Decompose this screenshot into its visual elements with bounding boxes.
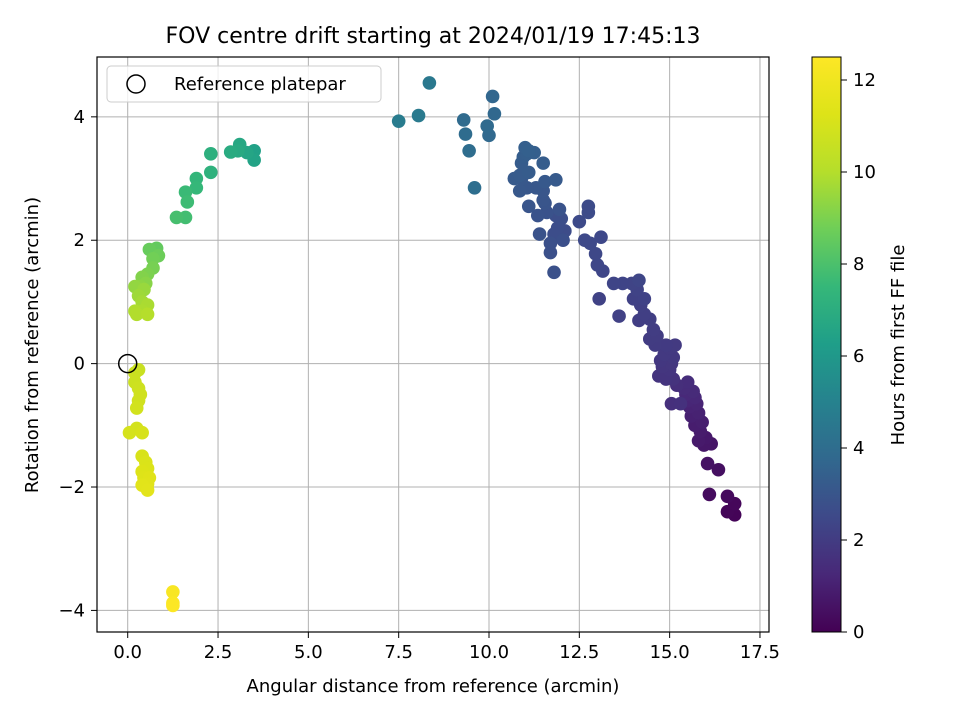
colorbar: 0 2 4 6 8 10 12 Hours from first FF file <box>811 56 909 643</box>
scatter-point <box>549 172 563 187</box>
scatter-point <box>673 396 688 411</box>
scatter-point <box>122 425 137 440</box>
colorbar-tick-label: 8 <box>853 254 864 275</box>
scatter-point <box>637 292 652 306</box>
x-tick-label: 10.0 <box>469 642 509 663</box>
legend-box <box>106 65 382 103</box>
x-axis-label: Angular distance from reference (arcmin) <box>247 676 620 697</box>
scatter-point <box>456 113 471 127</box>
scatter-point <box>556 233 570 248</box>
scatter-point <box>140 307 155 322</box>
plot-frame <box>96 56 770 633</box>
scatter-point <box>530 208 545 223</box>
scatter-point <box>711 462 726 477</box>
scatter-point <box>532 227 547 241</box>
data-points <box>122 76 742 613</box>
scatter-point <box>422 76 437 90</box>
scatter-point <box>189 180 204 195</box>
scatter-point <box>700 456 715 471</box>
colorbar-tick-label: 0 <box>853 622 864 643</box>
x-tick-label: 2.5 <box>204 642 233 663</box>
scatter-point <box>572 214 587 229</box>
colorbar-tick-label: 10 <box>853 162 876 183</box>
scatter-point <box>512 184 527 198</box>
scatter-point <box>521 165 536 180</box>
scatter-point <box>702 487 717 502</box>
scatter-point <box>588 247 603 261</box>
scatter-point <box>129 401 144 415</box>
scatter-point <box>581 199 596 214</box>
scatter-point <box>411 108 426 123</box>
scatter-point <box>543 245 558 260</box>
y-tick-label: 4 <box>74 107 85 128</box>
x-tick-label: 7.5 <box>384 642 413 663</box>
scatter-point <box>536 156 550 170</box>
scatter-point <box>646 322 661 337</box>
legend-marker-icon <box>126 74 146 94</box>
scatter-point <box>204 147 218 161</box>
colorbar-tick-label: 2 <box>853 530 864 551</box>
scatter-point <box>577 233 592 248</box>
scatter-point <box>223 145 238 159</box>
scatter-point <box>594 230 608 244</box>
scatter-point <box>552 202 567 217</box>
scatter-point <box>592 292 606 306</box>
y-axis-ticks: −4 −2 0 2 4 <box>58 107 97 621</box>
y-tick-label: −4 <box>58 600 85 621</box>
x-tick-label: 17.5 <box>740 642 780 663</box>
scatter-point <box>538 174 552 189</box>
y-tick-label: −2 <box>58 477 85 498</box>
scatter-point <box>140 483 155 497</box>
scatter-point <box>590 258 605 272</box>
chart-title: FOV centre drift starting at 2024/01/19 … <box>166 24 701 49</box>
x-tick-label: 15.0 <box>650 642 690 663</box>
x-tick-label: 0.0 <box>113 642 142 663</box>
legend: Reference platepar <box>106 65 382 103</box>
scatter-point <box>521 143 536 158</box>
x-axis-ticks: 0.0 2.5 5.0 7.5 10.0 12.5 15.0 17.5 <box>113 632 780 663</box>
scatter-point <box>180 195 195 209</box>
y-axis-label: Rotation from reference (arcmin) <box>22 197 43 493</box>
x-tick-label: 12.5 <box>559 642 599 663</box>
scatter-point <box>612 309 626 323</box>
scatter-point <box>129 307 144 322</box>
scatter-point <box>485 89 500 104</box>
scatter-point <box>166 598 180 613</box>
x-tick-label: 5.0 <box>294 642 323 663</box>
y-tick-label: 0 <box>74 354 85 375</box>
scatter-point <box>166 585 180 599</box>
scatter-point <box>659 338 673 352</box>
scatter-point <box>632 273 646 288</box>
colorbar-tick-label: 12 <box>853 70 876 91</box>
colorbar-tick-label: 6 <box>853 346 864 367</box>
grid <box>97 57 769 632</box>
scatter-point <box>606 276 621 291</box>
colorbar-ticks: 0 2 4 6 8 10 12 <box>841 70 876 643</box>
scatter-point <box>462 143 476 158</box>
scatter-point <box>135 425 149 440</box>
scatter-point <box>547 265 561 280</box>
colorbar-gradient <box>811 56 842 633</box>
scatter-point <box>487 106 502 121</box>
scatter-point <box>521 199 536 214</box>
scatter-point <box>458 127 473 141</box>
scatter-point <box>467 180 482 195</box>
legend-entry-reference: Reference platepar <box>174 74 346 95</box>
colorbar-label: Hours from first FF file <box>888 245 909 446</box>
scatter-point <box>480 119 494 133</box>
reference-platepar-marker <box>117 353 138 374</box>
y-tick-label: 2 <box>74 230 85 251</box>
scatter-point <box>680 375 695 389</box>
scatter-point <box>391 114 406 128</box>
scatter-point <box>720 489 735 504</box>
scatter-point <box>204 165 218 180</box>
colorbar-tick-label: 4 <box>853 438 864 459</box>
scatter-point <box>169 210 184 225</box>
